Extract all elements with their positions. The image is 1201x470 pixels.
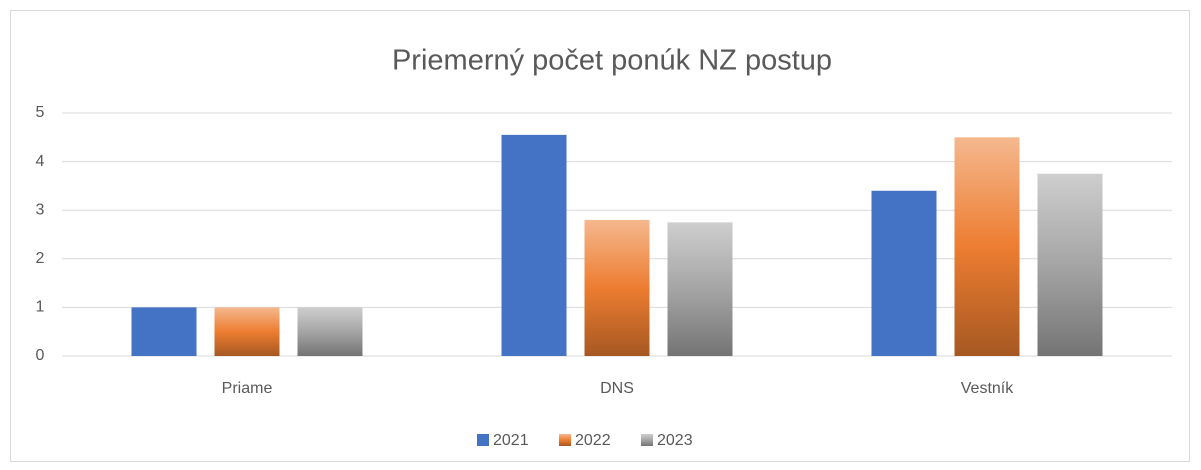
- bar: [584, 219, 650, 356]
- bar: [297, 307, 363, 356]
- legend-swatch: [559, 434, 571, 446]
- bar: [1037, 173, 1103, 356]
- legend-label: 2023: [657, 432, 693, 449]
- legend-swatch: [641, 434, 653, 446]
- y-tick-label: 4: [36, 153, 45, 170]
- bar: [501, 134, 567, 356]
- y-tick-label: 0: [36, 347, 45, 364]
- chart-title: Priemerný počet ponúk NZ postup: [392, 45, 832, 77]
- x-tick-label: Priame: [222, 380, 273, 397]
- legend-label: 2022: [575, 432, 611, 449]
- bar: [954, 137, 1020, 356]
- bar: [871, 190, 937, 356]
- x-tick-label: Vestník: [961, 380, 1014, 397]
- legend-swatch: [477, 434, 489, 446]
- x-tick-label: DNS: [600, 380, 634, 397]
- bar: [214, 307, 280, 356]
- y-tick-label: 5: [36, 104, 45, 121]
- y-tick-label: 1: [36, 299, 45, 316]
- bar: [131, 307, 197, 356]
- y-tick-label: 2: [36, 250, 45, 267]
- y-tick-label: 3: [36, 201, 45, 218]
- bar: [667, 222, 733, 356]
- legend-label: 2021: [493, 432, 529, 449]
